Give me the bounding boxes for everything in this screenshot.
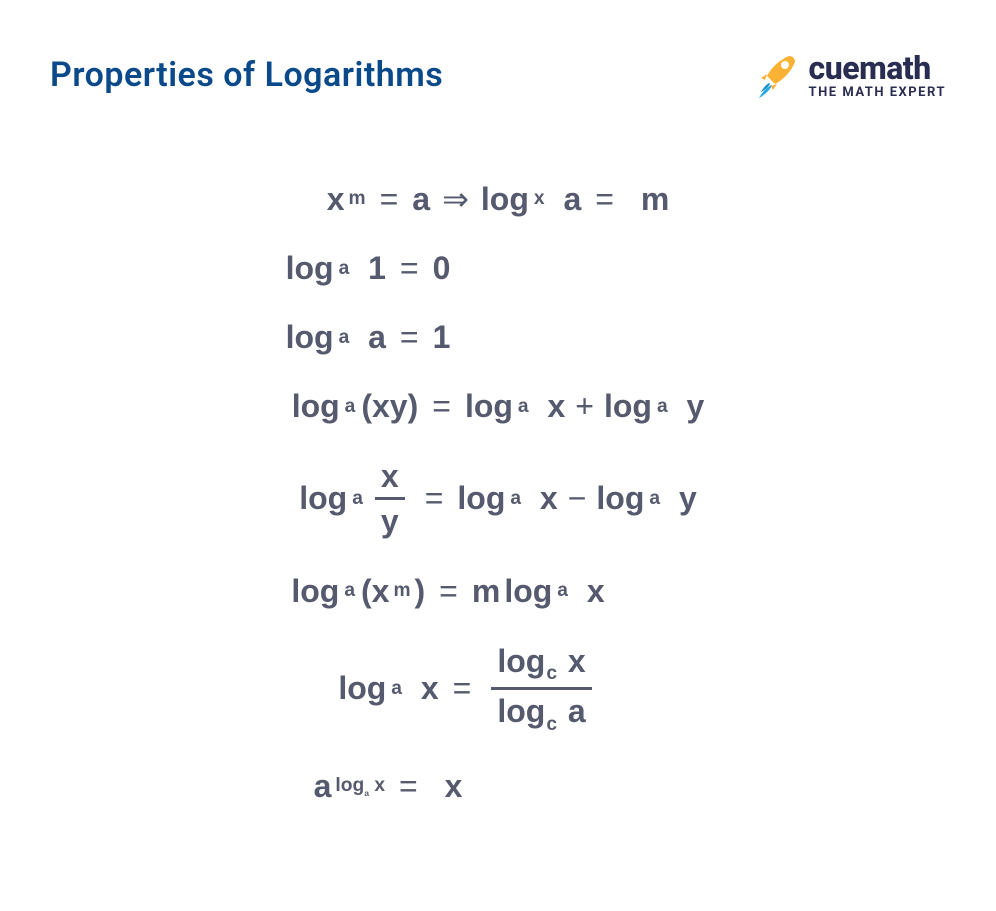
formula-list: xm = a ⇒ logx a = m loga 1 = 0 loga a = … [0, 120, 996, 805]
formula-definition: xm = a ⇒ logx a = m [327, 180, 670, 218]
formula-power-rule: loga(xm) = mloga x [291, 573, 604, 610]
formula-change-of-base: loga x = logc x logc a [338, 642, 597, 736]
page-title: Properties of Logarithms [50, 55, 443, 95]
formula-log-one: loga 1 = 0 [286, 250, 451, 287]
formula-quotient-rule: loga x y = loga x − loga y [299, 457, 697, 541]
formula-inverse: aloga x = x [314, 768, 463, 805]
brand-logo: cuemath THE MATH EXPERT [751, 50, 946, 100]
formula-log-self: loga a = 1 [286, 319, 451, 356]
brand-name: cuemath [809, 52, 946, 84]
rocket-icon [751, 50, 801, 100]
brand-tagline: THE MATH EXPERT [809, 86, 946, 99]
formula-product-rule: loga(xy) = loga x + loga y [292, 388, 705, 425]
